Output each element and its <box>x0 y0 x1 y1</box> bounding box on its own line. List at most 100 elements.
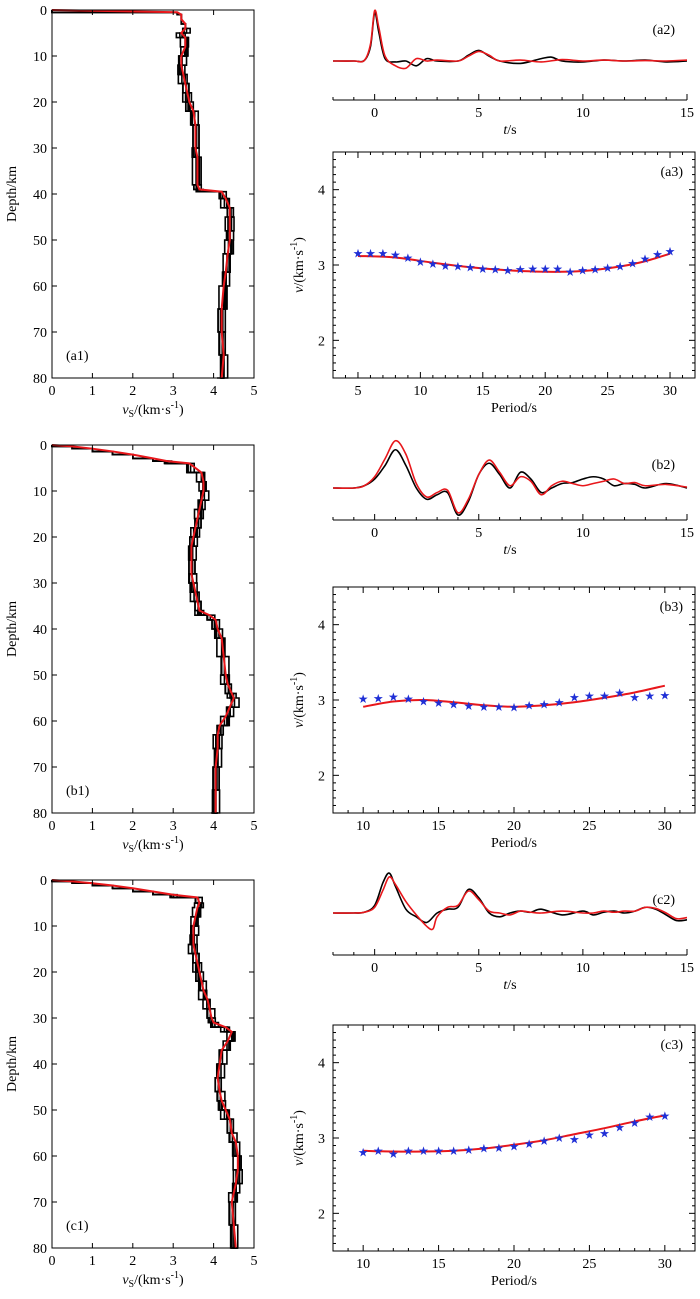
x-tick-label: 0 <box>49 1254 56 1269</box>
observed-point: ★ <box>403 692 414 706</box>
x-tick-label: 4 <box>210 819 217 834</box>
x-tick-label: 5 <box>475 961 482 976</box>
x-label-rest: /(km·s <box>134 403 171 418</box>
y-tick-label: 20 <box>33 96 47 111</box>
x-tick-label: 15 <box>432 1257 446 1272</box>
y-tick-label: 30 <box>33 142 47 157</box>
observed-point: ★ <box>540 262 551 276</box>
observed-point: ★ <box>627 256 638 270</box>
waveform-c2: 0 5 10 15 t/s (c2) <box>332 872 694 993</box>
x-tick-label: 4 <box>210 384 217 399</box>
observed-point: ★ <box>433 696 444 710</box>
y-label-rest: /(km·s <box>292 1123 307 1160</box>
observed-point: ★ <box>584 689 595 703</box>
observed-point: ★ <box>565 265 576 279</box>
observed-point: ★ <box>378 247 389 261</box>
x-label-unit: /s <box>507 543 516 558</box>
synthetic-waveform <box>332 439 688 514</box>
best-fit-model <box>51 9 231 379</box>
x-axis-label: vS/(km·s-1) <box>122 835 184 855</box>
ensemble-model <box>51 880 242 1249</box>
y-tick-label: 2 <box>318 1207 325 1222</box>
ensemble-model <box>51 445 235 814</box>
x-label-t: t <box>503 978 508 993</box>
x-axis-label: vS/(km·s-1) <box>122 400 184 420</box>
x-label-t: t <box>503 123 508 138</box>
observed-point: ★ <box>490 263 501 277</box>
y-tick-label: 80 <box>33 372 47 387</box>
panel-label: (b2) <box>652 458 676 473</box>
observed-point: ★ <box>644 1110 655 1124</box>
y-axis-label: v/(km·s-1) <box>289 237 307 293</box>
y-tick-label: 3 <box>318 1132 325 1147</box>
y-tick-label: 0 <box>40 439 47 454</box>
x-tick-label: 5 <box>475 526 482 541</box>
y-tick-label: 10 <box>33 485 47 500</box>
x-axis-label: t/s <box>503 543 516 558</box>
observed-point: ★ <box>515 263 526 277</box>
y-tick-label: 10 <box>33 50 47 65</box>
x-tick-label: 30 <box>663 384 677 399</box>
y-axis-label: v/(km·s-1) <box>289 672 307 728</box>
y-tick-label: 30 <box>33 1012 47 1027</box>
panel-label: (b1) <box>66 784 90 799</box>
observed-point: ★ <box>365 247 376 261</box>
waveform-b2: 0 5 10 15 t/s (b2) <box>332 439 694 558</box>
ensemble-model <box>51 880 242 1249</box>
x-tick-label: 5 <box>475 106 482 121</box>
observed-point: ★ <box>433 1144 444 1158</box>
x-label-end: ) <box>179 403 184 418</box>
y-tick-label: 20 <box>33 531 47 546</box>
x-axis-label: Period/s <box>491 401 537 416</box>
observed-point: ★ <box>465 260 476 274</box>
y-label-sup: -1 <box>289 1115 300 1123</box>
y-tick-label: 0 <box>40 874 47 889</box>
x-label-t: t <box>503 543 508 558</box>
dispersion-b3: 10 15 20 25 30 2 3 4 ★ ★ ★ ★ ★ ★ ★ ★ ★ ★ ★ ★ ★ ★ ★ ★ ★ ★ ★ ★ ★ (b3) Pe… <box>289 586 696 851</box>
observed-point: ★ <box>552 262 563 276</box>
depth-profile-c1: 0 1 2 3 4 501020304050607080(c1)Depth/kmvS/(k… <box>5 874 258 1290</box>
observed-point: ★ <box>427 257 438 271</box>
observed-point: ★ <box>388 690 399 704</box>
observed-point: ★ <box>602 261 613 275</box>
synthetic-waveform <box>332 9 688 70</box>
x-tick-label: 25 <box>601 384 615 399</box>
x-tick-label: 3 <box>170 1254 177 1269</box>
x-tick-label: 10 <box>576 106 590 121</box>
x-tick-label: 1 <box>89 384 96 399</box>
observed-point: ★ <box>659 688 670 702</box>
y-tick-label: 20 <box>33 966 47 981</box>
observed-waveform <box>332 448 688 516</box>
x-axis-label: Period/s <box>491 836 537 851</box>
x-tick-label: 20 <box>507 819 521 834</box>
observed-point: ★ <box>539 1134 550 1148</box>
panel-label: (b3) <box>660 600 684 615</box>
observed-point: ★ <box>554 1131 565 1145</box>
x-label-rest: /(km·s <box>134 1273 171 1288</box>
observed-point: ★ <box>494 700 505 714</box>
x-tick-label: 10 <box>356 819 370 834</box>
ensemble-model <box>51 10 235 379</box>
x-tick-label: 5 <box>354 384 361 399</box>
panel-label: (c3) <box>660 1038 683 1053</box>
y-label-rest: /(km·s <box>292 685 307 722</box>
x-tick-label: 4 <box>210 1254 217 1269</box>
ensemble-model <box>51 445 240 814</box>
panel-label: (a2) <box>652 23 675 38</box>
x-tick-label: 10 <box>576 961 590 976</box>
waveform-a2: 0 5 10 15 t/s (a2) <box>332 9 694 138</box>
synthetic-waveform <box>332 875 688 931</box>
y-label-v: v <box>292 721 307 728</box>
x-label-sup: -1 <box>171 835 179 846</box>
observed-point: ★ <box>584 1128 595 1142</box>
x-label-sub: S <box>129 844 135 855</box>
x-label-sup: -1 <box>171 400 179 411</box>
y-tick-label: 50 <box>33 669 47 684</box>
x-tick-label: 0 <box>371 106 378 121</box>
x-tick-label: 2 <box>129 1254 136 1269</box>
y-tick-label: 50 <box>33 1104 47 1119</box>
observed-point: ★ <box>640 252 651 266</box>
observed-point: ★ <box>448 698 459 712</box>
